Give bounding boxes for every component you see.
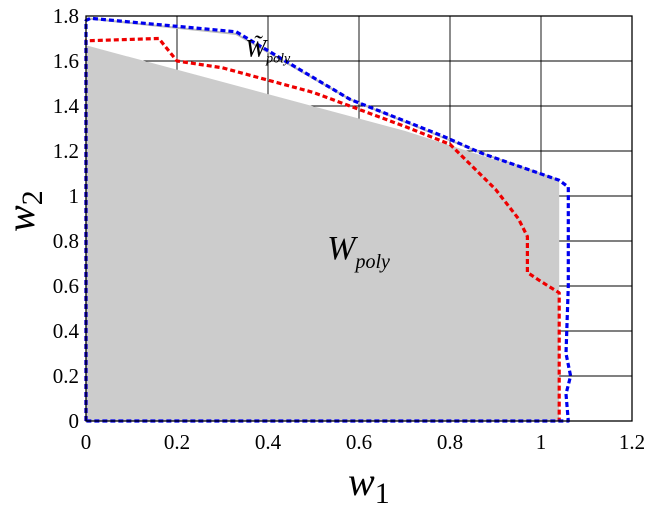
region-label-w-tilde-poly-sub: poly [265,52,291,67]
y-axis-label-sub: 2 [16,190,49,205]
x-tick-label-2: 0.4 [255,430,282,454]
y-tick-label-5: 1 [69,184,80,208]
tick-labels: 0 0.2 0.4 0.6 0.8 1 1.2 0 0.2 0.4 0.6 0.8 1 1.2 1.4 1.6… [53,4,645,454]
x-axis-label-main: w [348,459,375,504]
y-tick-label-0: 0 [69,409,80,433]
y-axis-label-main: w [0,205,43,232]
region-label-w-poly: Wpoly [327,230,390,273]
y-tick-label-7: 1.4 [53,94,80,118]
series-dashed-line-3 [84,16,573,423]
series-filled-region [86,45,560,422]
x-tick-label-5: 1 [536,430,547,454]
series-dashed-line-2 [84,36,561,421]
plot-frame [85,15,633,422]
x-axis-label: w1 [348,459,390,507]
y-tick-label-8: 1.6 [53,49,79,73]
y-axis-label: w2 [0,190,49,232]
y-tick-label-4: 0.8 [53,229,79,253]
region-label-w-tilde-poly: W̃poly [245,35,291,66]
series-layer [84,16,573,423]
y-tick-label-9: 1.8 [53,4,79,28]
y-tick-label-1: 0.2 [53,364,79,388]
x-axis-label-sub: 1 [375,477,390,507]
x-tick-label-6: 1.2 [619,430,645,454]
x-tick-label-1: 0.2 [164,430,190,454]
region-label-w-poly-sub: poly [353,251,390,273]
x-tick-label-3: 0.6 [346,430,372,454]
y-tick-label-3: 0.6 [53,274,79,298]
region-label-w-tilde-poly-main: W̃ [245,35,268,62]
y-tick-label-6: 1.2 [53,139,79,163]
x-tick-label-4: 0.8 [437,430,463,454]
x-tick-label-0: 0 [81,430,92,454]
y-tick-label-2: 0.4 [53,319,80,343]
region-label-w-poly-main: W [327,230,358,267]
